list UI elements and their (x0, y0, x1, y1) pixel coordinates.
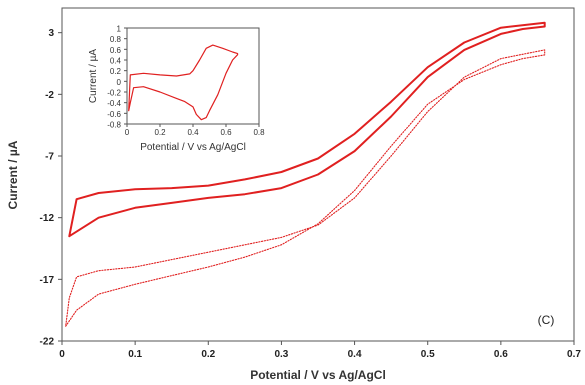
main-y-tick-label: -22 (40, 337, 55, 348)
main-x-ticks: 0 0.1 0.2 0.3 0.4 0.5 0.6 0.7 (59, 341, 581, 360)
inset-y-tick-label: -0.6 (107, 110, 121, 119)
inset-y-axis-label: Current / µA (88, 49, 99, 103)
main-y-ticks: 3 -2 -7 -12 -17 -22 (40, 28, 62, 348)
inset-y-ticks: 10.8 0.6 0.40.2 0 -0.2-0.4 -0.6 -0.8 (107, 25, 127, 130)
inset-x-tick-label: 0.2 (154, 128, 166, 137)
main-series-dotted-line (65, 49, 546, 327)
main-x-tick-label: 0.1 (128, 349, 142, 360)
main-x-tick-label: 0.5 (421, 349, 435, 360)
main-y-tick-label: -12 (40, 213, 55, 224)
main-x-tick-label: 0.2 (201, 349, 215, 360)
main-y-tick-label: 3 (48, 28, 54, 39)
main-x-tick-label: 0.3 (274, 349, 288, 360)
main-x-tick-label: 0.4 (348, 349, 362, 360)
main-y-tick-label: -17 (40, 275, 55, 286)
inset-x-tick-label: 0.4 (187, 128, 199, 137)
inset-x-ticks: 0 0.2 0.4 0.6 0.8 (125, 124, 265, 137)
inset-series-solid-line (128, 44, 239, 121)
inset-plot-frame (126, 27, 260, 125)
main-y-tick-label: -2 (45, 90, 54, 101)
inset-y-tick-label: 0.4 (110, 57, 122, 66)
inset-x-tick-label: 0.6 (220, 128, 232, 137)
main-series-group (65, 21, 546, 327)
inset-y-tick-label: -0.8 (107, 121, 121, 130)
inset-series-group (128, 44, 239, 121)
main-series-solid-line (68, 21, 546, 238)
inset-y-tick-label: 0.2 (110, 67, 122, 76)
inset-y-tick-label: 0.6 (110, 46, 122, 55)
main-y-axis-label: Current / µA (6, 140, 20, 209)
inset-y-tick-label: -0.4 (107, 99, 121, 108)
inset-x-axis-label: Potential / V vs Ag/AgCl (140, 142, 246, 153)
inset-y-tick-label: 0.8 (110, 35, 122, 44)
inset-y-tick-label: 1 (117, 25, 122, 34)
main-y-tick-label: -7 (45, 152, 54, 163)
main-x-tick-label: 0 (59, 349, 65, 360)
main-x-axis-label: Potential / V vs Ag/AgCl (250, 368, 386, 382)
panel-label: (C) (538, 313, 555, 327)
main-x-tick-label: 0.6 (494, 349, 508, 360)
inset-x-tick-label: 0.8 (253, 128, 265, 137)
inset-y-tick-label: -0.2 (107, 89, 121, 98)
inset-x-tick-label: 0 (125, 128, 130, 137)
main-plot-frame (61, 7, 575, 342)
inset-y-tick-label: 0 (117, 78, 122, 87)
main-x-tick-label: 0.7 (567, 349, 581, 360)
